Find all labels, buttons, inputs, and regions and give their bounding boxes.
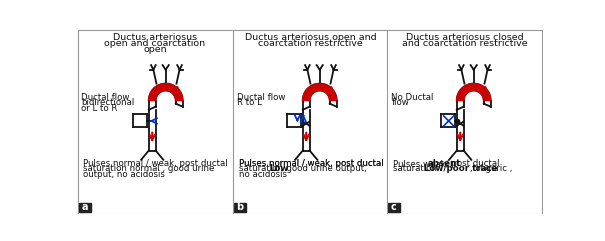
Text: a: a [82, 202, 88, 212]
Text: Low: Low [270, 164, 289, 174]
Text: saturation: saturation [393, 164, 439, 174]
Text: open: open [143, 45, 167, 54]
Polygon shape [302, 84, 336, 100]
Text: b: b [237, 202, 244, 212]
Text: R to L: R to L [237, 98, 261, 107]
Text: absent: absent [428, 159, 461, 168]
Polygon shape [149, 84, 183, 100]
Text: , oliguric ,: , oliguric , [470, 164, 512, 174]
Text: c: c [391, 202, 397, 212]
Polygon shape [457, 84, 491, 100]
Text: saturation: saturation [239, 164, 286, 174]
Text: Low/poor trace: Low/poor trace [424, 164, 497, 174]
Text: No Ductal: No Ductal [391, 93, 434, 102]
Text: Ductus arteriosus: Ductus arteriosus [113, 33, 197, 42]
Text: Ductus arteriosus open and: Ductus arteriosus open and [244, 33, 376, 42]
Text: Ductal flow: Ductal flow [81, 93, 129, 102]
Text: Ductus arteriosus closed: Ductus arteriosus closed [407, 33, 524, 42]
Text: , post ductal: , post ductal [446, 159, 500, 168]
Text: Pulses normal / weak, post ductal: Pulses normal / weak, post ductal [83, 159, 228, 168]
Text: Ductal flow: Ductal flow [237, 93, 285, 102]
Text: no acidosis: no acidosis [239, 170, 287, 179]
Text: Pulses normal / weak, post ductal: Pulses normal / weak, post ductal [239, 159, 384, 168]
Text: Pulses weak/: Pulses weak/ [393, 159, 448, 168]
Bar [234, 203, 246, 212]
FancyBboxPatch shape [78, 30, 542, 214]
Text: coarctation restrictive: coarctation restrictive [258, 39, 363, 48]
Text: output, no acidosis: output, no acidosis [83, 170, 165, 179]
Bar [388, 203, 400, 212]
Text: flow: flow [391, 98, 409, 107]
Text: and coarctation restrictive: and coarctation restrictive [402, 39, 528, 48]
Text: Pulses normal / weak, post ductal: Pulses normal / weak, post ductal [239, 159, 384, 168]
Text: saturation normal , good urine: saturation normal , good urine [83, 164, 215, 174]
Text: open and coarctation: open and coarctation [104, 39, 206, 48]
Text: or L to R: or L to R [81, 104, 117, 113]
Bar [79, 203, 91, 212]
Text: , good urine output,: , good urine output, [281, 164, 367, 174]
Text: bidirectional: bidirectional [81, 98, 134, 107]
